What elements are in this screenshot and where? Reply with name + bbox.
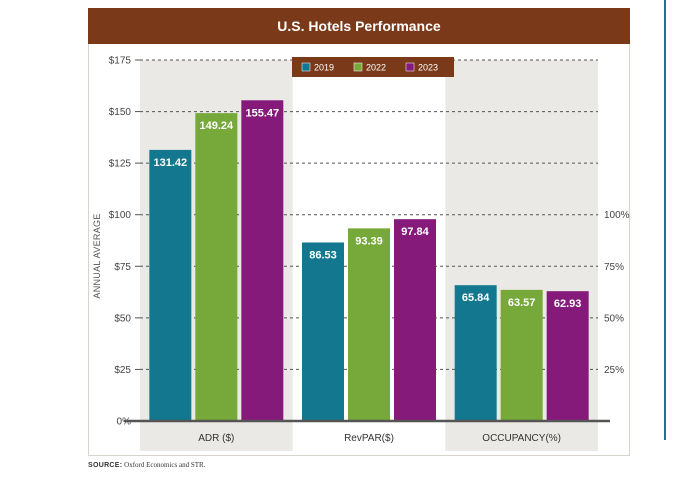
- legend-swatch: [301, 62, 311, 72]
- bar-value-label: 93.39: [355, 235, 383, 247]
- right-tick-label: 50%: [604, 313, 624, 324]
- y-tick-label: $150: [109, 107, 132, 118]
- legend: 2019 2022 2023: [292, 57, 454, 77]
- legend-swatch: [353, 62, 363, 72]
- bar-value-label: 131.42: [154, 157, 188, 169]
- bar-value-label: 86.53: [309, 250, 337, 262]
- bar-value-label: 62.93: [554, 298, 582, 310]
- y-axis-ticks: 0% $25 $50 $75 $100 $125 $150 $175 25% 50% 75% 100%: [109, 56, 630, 428]
- bar: [149, 149, 192, 422]
- right-tick-label: 25%: [604, 365, 624, 376]
- y-tick-label: $100: [109, 210, 132, 221]
- y-tick-label: $25: [114, 365, 131, 376]
- legend-label: 2019: [314, 63, 334, 73]
- y-tick-label: $125: [109, 159, 132, 170]
- bar: [302, 242, 344, 421]
- category-label: ADR ($): [198, 433, 234, 444]
- bars: 131.42 149.24 155.47 86.53 93.39 97.84 65.84 63…: [149, 100, 589, 422]
- source-text: Oxford Economics and STR.: [124, 461, 206, 469]
- bar: [241, 100, 284, 421]
- y-tick-label: $75: [114, 262, 131, 273]
- chart-title: U.S. Hotels Performance: [88, 8, 630, 44]
- category-label: RevPAR($): [344, 433, 394, 444]
- y-tick-label: $175: [109, 56, 132, 67]
- bar-value-label: 65.84: [462, 292, 490, 304]
- bar: [195, 113, 238, 422]
- bar-value-label: 97.84: [401, 226, 429, 238]
- source-label: SOURCE:: [88, 462, 123, 469]
- source-note: SOURCE: Oxford Economics and STR.: [88, 461, 205, 469]
- legend-box: [292, 57, 454, 77]
- bar-value-label: 63.57: [508, 297, 536, 309]
- bar-value-label: 155.47: [246, 107, 280, 119]
- bar: [454, 285, 497, 421]
- legend-label: 2022: [366, 63, 386, 73]
- y-axis-title: ANNUAL AVERAGE: [92, 213, 102, 298]
- bar-value-label: 149.24: [200, 120, 235, 132]
- y-tick-label: 0%: [117, 417, 132, 428]
- right-edge-rule: [664, 0, 666, 440]
- bar: [394, 219, 436, 421]
- bar: [500, 289, 543, 421]
- y-tick-label: $50: [114, 313, 131, 324]
- category-label: OCCUPANCY(%): [482, 433, 561, 444]
- bar: [546, 291, 589, 421]
- legend-swatch: [405, 62, 415, 72]
- legend-label: 2023: [418, 63, 438, 73]
- right-tick-label: 75%: [604, 262, 624, 273]
- category-labels: ADR ($) RevPAR($) OCCUPANCY(%): [198, 433, 561, 444]
- right-tick-label: 100%: [604, 210, 630, 221]
- bar: [348, 228, 390, 421]
